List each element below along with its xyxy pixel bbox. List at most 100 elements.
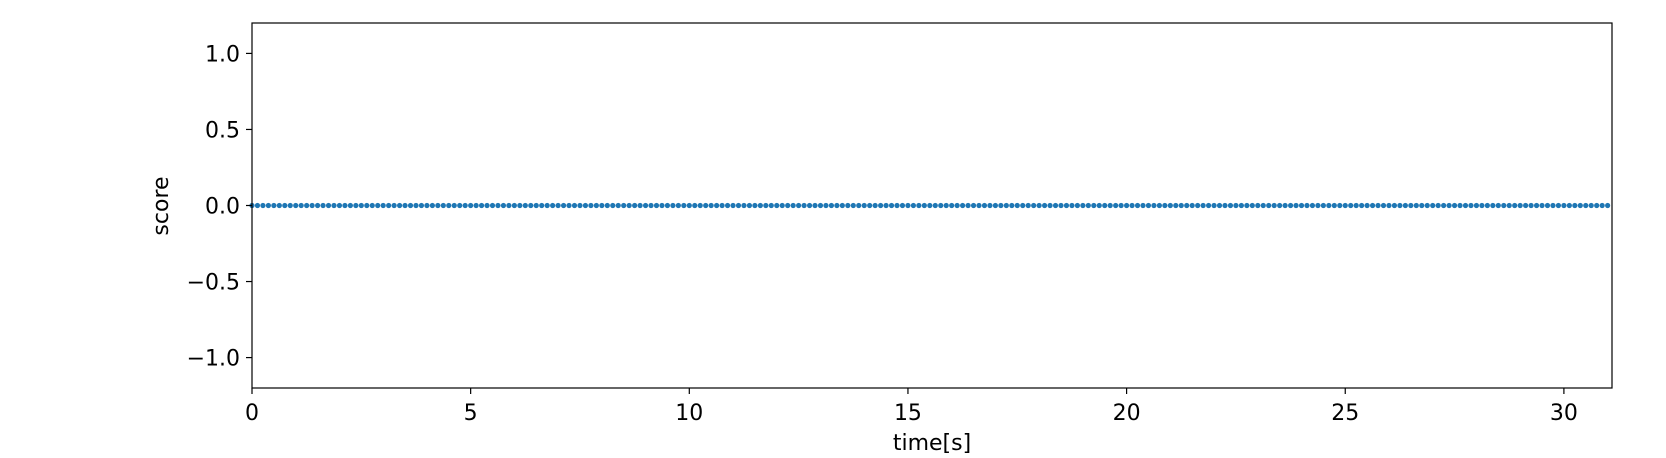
data-point [1162, 202, 1168, 209]
data-point [254, 202, 261, 209]
data-point [1113, 202, 1119, 209]
data-point [1430, 202, 1436, 209]
data-point [834, 202, 840, 209]
data-point [304, 202, 310, 209]
data-point [910, 202, 917, 209]
data-point [1216, 202, 1223, 209]
data-point [921, 202, 927, 209]
data-point [1446, 202, 1452, 209]
data-point [938, 202, 944, 209]
data-point [451, 202, 457, 209]
data-point [779, 202, 785, 209]
data-point [916, 202, 922, 209]
x-axis-ticks: 0 5 10 15 20 25 30 [245, 388, 1578, 426]
data-point [1255, 202, 1261, 209]
data-point [1020, 202, 1026, 209]
data-point [703, 202, 709, 209]
data-point [642, 202, 649, 209]
data-point [1080, 202, 1086, 209]
data-point [435, 202, 441, 209]
data-point [801, 202, 807, 209]
y-tick-label: 0.0 [205, 195, 240, 220]
data-point [741, 202, 747, 209]
y-tick-label: −0.5 [187, 271, 240, 296]
data-point [905, 202, 911, 209]
data-point [413, 202, 419, 209]
data-point [1583, 202, 1589, 209]
data-point [746, 202, 753, 209]
data-point [1124, 202, 1130, 209]
data-point [1014, 202, 1020, 209]
data-point [528, 202, 534, 209]
data-point [1009, 202, 1015, 209]
data-point [735, 202, 742, 209]
data-point [391, 202, 397, 209]
y-axis-ticks: 1.0 0.5 0.0 −0.5 −1.0 [187, 42, 252, 372]
data-point [1566, 202, 1572, 209]
data-point [271, 202, 277, 209]
data-point [539, 202, 545, 209]
data-point [659, 202, 665, 209]
data-point [582, 202, 589, 209]
data-point [1599, 202, 1605, 209]
data-point [1178, 202, 1184, 209]
data-point [850, 202, 856, 209]
data-point [1561, 202, 1567, 209]
data-point [1074, 202, 1080, 209]
data-point [1211, 202, 1217, 209]
data-point [796, 202, 802, 209]
data-point [468, 202, 474, 209]
data-point [714, 202, 720, 209]
data-point [730, 202, 736, 209]
data-point [637, 202, 643, 209]
data-point [1293, 202, 1299, 209]
data-point [293, 202, 299, 209]
data-point [353, 202, 359, 209]
data-point [839, 202, 845, 209]
data-point [954, 202, 960, 209]
data-point [883, 202, 889, 209]
data-point [1457, 202, 1463, 209]
data-point [1195, 202, 1201, 209]
data-point [970, 202, 977, 209]
data-point [1528, 202, 1534, 209]
data-point [473, 202, 479, 209]
data-point [506, 202, 512, 209]
data-point [965, 202, 971, 209]
data-point [856, 202, 862, 209]
data-point [1375, 202, 1381, 209]
data-point [1058, 202, 1064, 209]
data-point [774, 202, 780, 209]
data-point [1501, 202, 1507, 209]
data-point [424, 202, 430, 209]
data-point [298, 202, 304, 209]
data-point [1129, 202, 1135, 209]
data-point [1326, 202, 1332, 209]
data-point [653, 202, 660, 209]
data-point [386, 202, 392, 209]
data-point [1227, 202, 1234, 209]
data-point [446, 202, 452, 209]
data-point [927, 202, 933, 209]
data-point [265, 202, 271, 209]
data-point [544, 202, 550, 209]
data-point [664, 202, 671, 209]
data-point [1287, 202, 1294, 209]
data-point [1304, 202, 1310, 209]
data-point [1156, 202, 1162, 209]
data-point [1249, 202, 1255, 209]
data-point [1091, 202, 1097, 209]
data-point [336, 202, 343, 209]
data-point [1200, 202, 1206, 209]
data-point [260, 202, 266, 209]
data-point [1408, 202, 1414, 209]
data-point [380, 202, 386, 209]
data-point [1134, 202, 1141, 209]
data-point [282, 202, 288, 209]
data-point [1189, 202, 1195, 209]
data-point [1391, 202, 1398, 209]
data-point [812, 202, 818, 209]
data-point [763, 202, 769, 209]
data-point [899, 202, 906, 209]
data-point [1102, 202, 1108, 209]
